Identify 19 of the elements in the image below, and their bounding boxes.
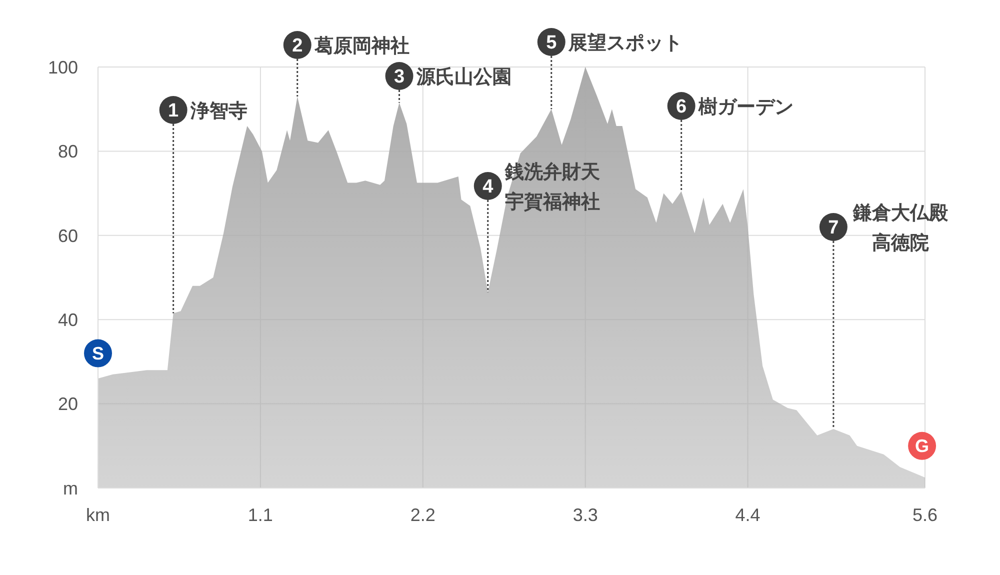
- x-tick-label: km: [86, 504, 110, 525]
- annotation: S: [92, 343, 104, 364]
- x-tick-label: 2.2: [410, 504, 436, 525]
- x-tick-label: 5.6: [912, 504, 938, 525]
- y-tick-label: 100: [48, 57, 78, 78]
- y-tick-label: 80: [58, 142, 78, 162]
- annotation: 3 源氏山公園: [394, 66, 512, 88]
- x-tick-label: 4.4: [735, 504, 760, 525]
- annotation: 2 葛原岡神社: [292, 35, 410, 57]
- y-tick-label: m: [63, 478, 78, 498]
- y-tick-label: 40: [58, 310, 78, 330]
- y-tick-label: 20: [58, 394, 78, 414]
- annotation: 1 浄智寺: [168, 100, 248, 122]
- x-tick-label: 3.3: [572, 504, 598, 525]
- x-tick-label: 1.1: [248, 504, 273, 525]
- annotation: 5 展望スポット: [546, 32, 682, 54]
- annotation: 6 樹ガーデン: [676, 96, 794, 118]
- y-tick-label: 60: [58, 226, 78, 246]
- annotation: G: [915, 436, 930, 456]
